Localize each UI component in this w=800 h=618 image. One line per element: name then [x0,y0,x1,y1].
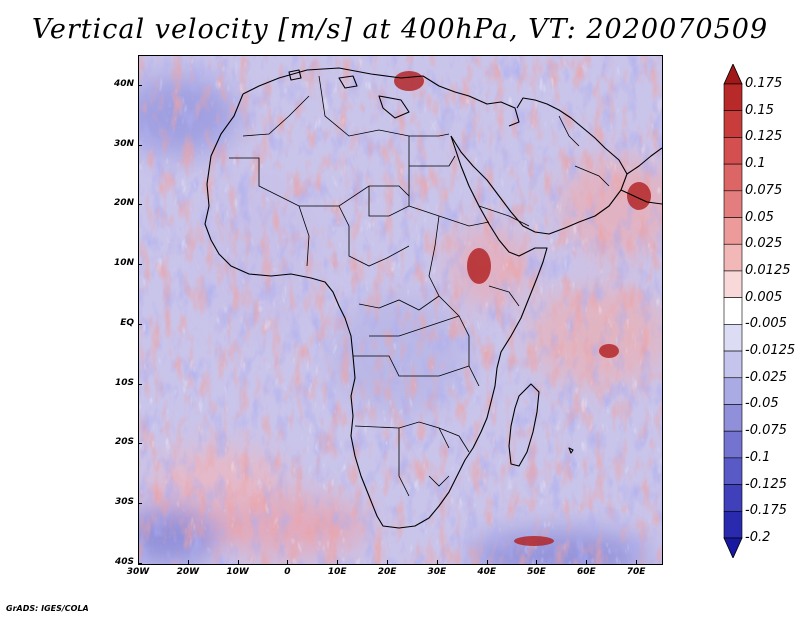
lat-tick [138,204,142,206]
lon-tick [436,560,438,564]
lon-tick [586,560,588,564]
colorbar-segment [723,457,743,485]
lon-label: 30E [427,567,447,577]
lon-tick [486,560,488,564]
colorbar-label: -0.075 [745,423,787,439]
colorbar-segment [723,110,743,138]
lon-tick [237,560,239,564]
lat-tick [138,144,142,146]
lat-label: 40N [113,78,134,89]
colorbar-label: -0.125 [745,476,787,492]
colorbar-segment [723,510,743,539]
lat-tick [138,443,142,445]
lat-label: 30N [113,138,134,149]
colorbar-segment [723,430,743,459]
lon-label: 30W [126,567,150,577]
colorbar-bottom-arrow [723,537,743,558]
chart-title: Vertical velocity [m/s] at 400hPa, VT: 2… [31,14,769,45]
colorbar-top-arrow [723,64,743,85]
lon-label: 40E [477,567,496,577]
grads-credit: GrADS: IGES/COLA [6,604,89,613]
country-borders [229,75,610,497]
colorbar-segment [723,404,743,432]
colorbar-label: 0.1 [745,156,766,172]
lon-label: 70E [626,567,646,577]
lat-label: EQ [120,317,134,328]
colorbar-label: -0.2 [745,530,771,545]
lat-label: 10S [114,377,134,388]
colorbar-label: -0.005 [745,316,787,332]
lon-label: 10E [327,567,347,577]
lon-label: 20W [176,567,200,577]
lon-label: 0 [284,567,291,577]
lat-tick [138,563,142,564]
lon-tick [287,560,289,564]
colorbar-label: 0.05 [745,209,774,225]
colorbar-segment [723,137,743,165]
colorbar-segment [723,484,743,512]
colorbar-label: -0.025 [745,369,787,385]
colorbar-label: 0.0125 [745,262,791,278]
lon-tick [138,560,139,564]
colorbar-segment [723,350,743,379]
lon-tick [387,560,389,564]
lon-tick [636,560,638,564]
colorbar-label: -0.0125 [745,343,796,359]
colorbar-label: -0.1 [745,449,771,465]
lat-tick [138,383,142,385]
lat-label: 40S [114,557,134,567]
colorbar-segment [723,377,743,405]
colorbar-label: 0.15 [745,102,774,118]
colorbar-segment [723,190,743,218]
colorbar [723,64,743,558]
colorbar-label: -0.05 [745,396,779,412]
lon-label: 20E [377,567,397,577]
lat-tick [138,323,142,325]
colorbar-label: 0.005 [745,289,783,305]
lon-tick [187,560,189,564]
colorbar-label: 0.175 [745,76,783,91]
colorbar-segment [723,217,743,245]
lat-tick [138,503,142,505]
colorbar-segment [723,324,743,352]
lon-label: 10W [226,567,249,577]
colorbar-label: -0.175 [745,503,787,519]
lon-tick [337,560,339,564]
lat-tick [138,84,142,86]
colorbar-label: 0.125 [745,129,783,145]
vertical-velocity-field [139,56,662,564]
colorbar-segment [723,243,743,272]
lat-label: 30S [114,497,134,508]
lon-tick [536,560,538,564]
colorbar-label: 0.025 [745,236,783,252]
lat-label: 10N [113,258,134,269]
colorbar-segment [723,270,743,298]
lat-label: 20N [113,198,134,209]
colorbar-segment [723,163,743,192]
lon-label: 60E [576,567,596,577]
lat-label: 20S [114,437,134,448]
colorbar-segment [723,297,743,325]
map-panel [138,55,663,565]
lon-label: 50E [527,567,546,577]
lat-tick [138,264,142,266]
coastlines [204,67,662,529]
colorbar-label: 0.075 [745,182,783,198]
colorbar-segment [723,83,743,112]
